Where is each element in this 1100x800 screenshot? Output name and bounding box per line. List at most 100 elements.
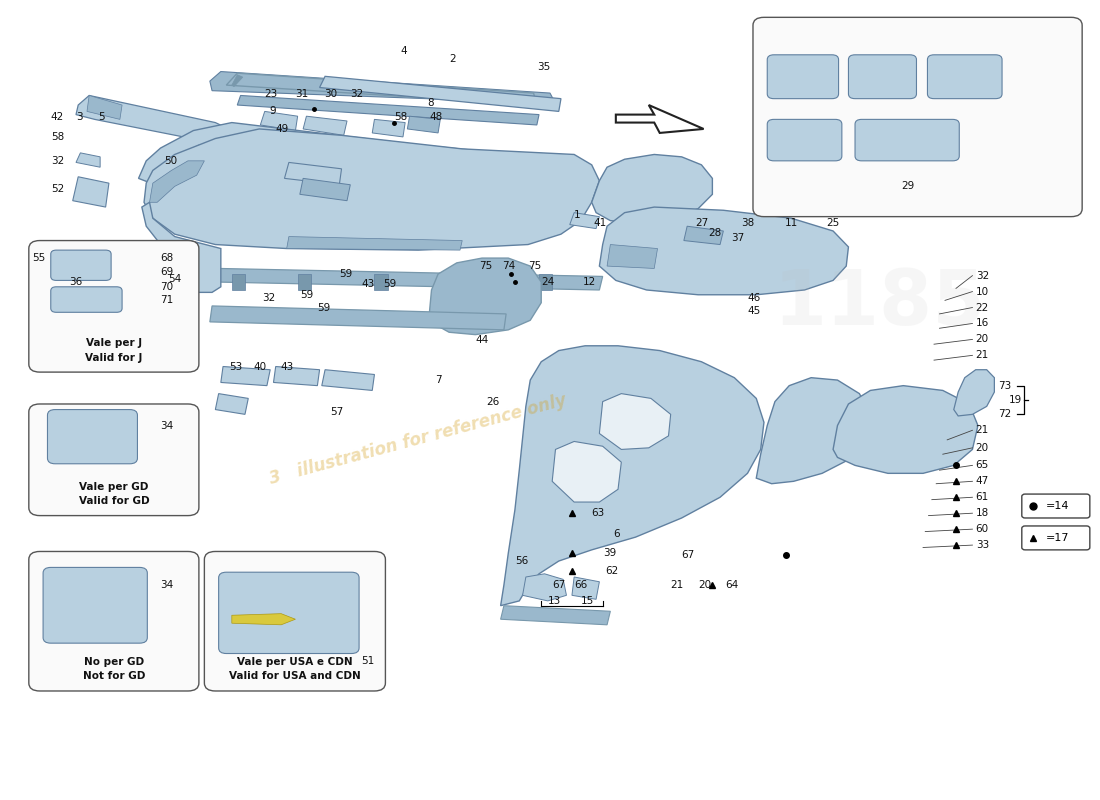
Text: 27: 27 — [695, 218, 708, 228]
Polygon shape — [232, 74, 243, 86]
Text: 59: 59 — [300, 290, 313, 300]
Text: 19: 19 — [1009, 395, 1022, 405]
Text: 26: 26 — [486, 397, 499, 406]
Polygon shape — [300, 178, 350, 201]
Polygon shape — [238, 95, 539, 125]
Text: 18: 18 — [976, 508, 989, 518]
Text: 74: 74 — [502, 261, 515, 271]
Text: 60: 60 — [976, 524, 989, 534]
FancyBboxPatch shape — [767, 119, 842, 161]
Text: 58: 58 — [51, 132, 64, 142]
Polygon shape — [232, 614, 296, 625]
FancyBboxPatch shape — [848, 55, 916, 98]
Text: 75: 75 — [478, 261, 492, 271]
Text: 65: 65 — [976, 460, 989, 470]
Polygon shape — [87, 95, 122, 119]
Polygon shape — [287, 165, 429, 186]
FancyBboxPatch shape — [219, 572, 359, 654]
Polygon shape — [592, 154, 713, 223]
Text: 39: 39 — [603, 548, 616, 558]
Text: Not for GD: Not for GD — [82, 671, 145, 682]
Text: 35: 35 — [537, 62, 550, 72]
Text: 37: 37 — [732, 233, 745, 243]
Polygon shape — [298, 274, 311, 290]
Text: 43: 43 — [361, 279, 374, 290]
Text: 32: 32 — [51, 156, 64, 166]
Polygon shape — [500, 606, 610, 625]
FancyBboxPatch shape — [29, 551, 199, 691]
Text: 1: 1 — [574, 210, 581, 220]
FancyBboxPatch shape — [1022, 526, 1090, 550]
Text: =14: =14 — [1046, 501, 1069, 511]
Polygon shape — [607, 245, 658, 269]
Polygon shape — [522, 574, 566, 601]
Text: 41: 41 — [594, 218, 607, 228]
Polygon shape — [322, 370, 374, 390]
FancyBboxPatch shape — [754, 18, 1082, 217]
FancyBboxPatch shape — [1022, 494, 1090, 518]
Text: 50: 50 — [164, 156, 177, 166]
Text: 59: 59 — [383, 279, 396, 290]
Text: 53: 53 — [230, 362, 243, 371]
Text: 28: 28 — [708, 227, 722, 238]
Text: 1185: 1185 — [773, 267, 986, 342]
Text: 33: 33 — [976, 540, 989, 550]
Polygon shape — [684, 226, 724, 245]
Polygon shape — [139, 122, 583, 202]
Text: Vale per USA e CDN: Vale per USA e CDN — [238, 657, 353, 667]
Polygon shape — [221, 366, 271, 386]
Polygon shape — [76, 95, 238, 146]
Text: 12: 12 — [583, 277, 596, 287]
FancyBboxPatch shape — [43, 567, 147, 643]
Text: 72: 72 — [998, 410, 1011, 419]
FancyBboxPatch shape — [205, 551, 385, 691]
Text: 8: 8 — [427, 98, 433, 109]
Text: 59: 59 — [318, 303, 331, 314]
Text: 49: 49 — [276, 124, 289, 134]
Polygon shape — [954, 370, 994, 416]
Text: 34: 34 — [161, 580, 174, 590]
Polygon shape — [326, 174, 418, 194]
Text: 16: 16 — [976, 318, 989, 329]
Polygon shape — [287, 237, 462, 250]
Text: 9: 9 — [270, 106, 276, 117]
Text: 45: 45 — [748, 306, 761, 316]
Polygon shape — [320, 76, 561, 111]
Polygon shape — [210, 71, 556, 103]
Text: 24: 24 — [541, 277, 554, 287]
Text: 32: 32 — [350, 89, 364, 99]
Polygon shape — [429, 258, 541, 334]
Polygon shape — [570, 213, 600, 229]
Text: No per GD: No per GD — [84, 657, 144, 667]
Text: 69: 69 — [161, 267, 174, 278]
Text: 51: 51 — [361, 657, 374, 666]
Text: 64: 64 — [726, 580, 739, 590]
Text: 59: 59 — [339, 269, 353, 279]
Polygon shape — [304, 116, 346, 135]
Polygon shape — [274, 366, 320, 386]
Text: 56: 56 — [515, 556, 528, 566]
Text: 4: 4 — [400, 46, 407, 56]
Text: Vale per J: Vale per J — [86, 338, 142, 348]
Polygon shape — [385, 186, 561, 202]
Text: 48: 48 — [429, 112, 442, 122]
Text: 2: 2 — [449, 54, 455, 64]
Polygon shape — [552, 442, 622, 502]
FancyBboxPatch shape — [47, 410, 138, 464]
Polygon shape — [285, 162, 341, 185]
Text: 38: 38 — [741, 218, 755, 228]
Text: 15: 15 — [581, 596, 594, 606]
Text: 6: 6 — [614, 529, 620, 539]
Text: 20: 20 — [976, 334, 989, 345]
FancyBboxPatch shape — [51, 250, 111, 281]
Text: 29: 29 — [901, 182, 914, 191]
Text: 20: 20 — [698, 580, 712, 590]
Text: Vale per GD: Vale per GD — [79, 482, 148, 492]
Text: 30: 30 — [324, 89, 337, 99]
Polygon shape — [833, 386, 978, 474]
Polygon shape — [500, 346, 764, 606]
Text: 67: 67 — [552, 580, 565, 590]
Text: 23: 23 — [265, 89, 278, 99]
Text: 21: 21 — [976, 426, 989, 435]
Text: 31: 31 — [296, 89, 309, 99]
